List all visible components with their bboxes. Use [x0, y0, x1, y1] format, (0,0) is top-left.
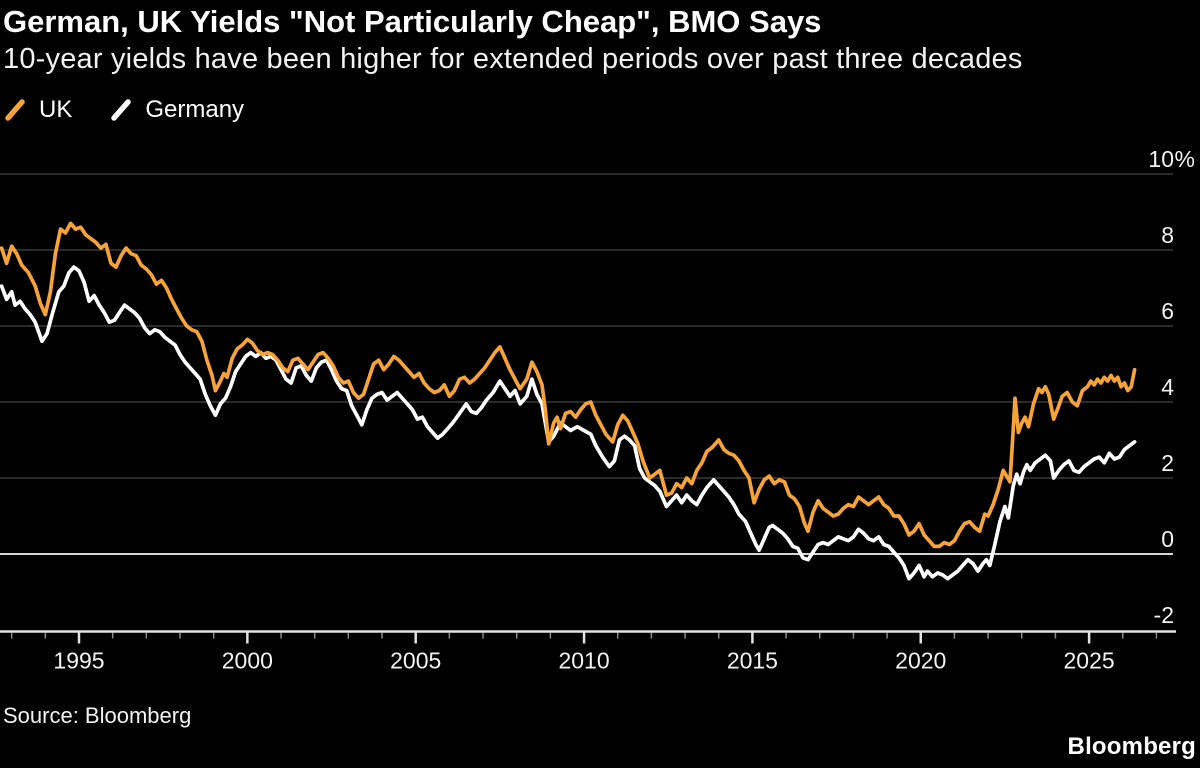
x-axis-label: 1995 — [53, 648, 104, 674]
x-axis-label: 2000 — [222, 648, 273, 674]
uk-series-slash-icon — [5, 99, 25, 121]
chart-subtitle: 10-year yields have been higher for exte… — [3, 43, 1023, 75]
legend-item-uk: UK — [4, 96, 72, 124]
legend: UK Germany — [4, 96, 244, 124]
bloomberg-logo: Bloomberg — [1067, 733, 1196, 760]
x-axis-label: 2025 — [1064, 648, 1115, 674]
y-axis-label: 0 — [1161, 526, 1174, 552]
y-axis-unit-suffix: % — [1175, 146, 1195, 172]
y-axis-label: 6 — [1161, 298, 1174, 324]
legend-label-germany: Germany — [145, 96, 245, 123]
y-axis-label: 10 — [1148, 146, 1174, 172]
series-line-germany — [0, 265, 1137, 581]
chart-title: German, UK Yields "Not Particularly Chea… — [3, 4, 822, 39]
germany-series-slash-icon — [111, 99, 132, 121]
legend-item-germany: Germany — [110, 96, 244, 124]
y-axis-label: 2 — [1161, 450, 1174, 476]
x-axis-label: 2005 — [390, 648, 441, 674]
y-axis-label: 8 — [1161, 222, 1174, 248]
source-note: Source: Bloomberg — [3, 703, 192, 728]
x-axis-label: 2010 — [558, 648, 609, 674]
x-axis-label: 2020 — [895, 648, 946, 674]
x-axis-label: 2015 — [727, 648, 778, 674]
legend-label-uk: UK — [39, 96, 73, 123]
y-axis-label: -2 — [1154, 602, 1174, 628]
chart-plot: 10 % 8 6 4 2 0 -2 1995 2000 2005 2010 2015 2020 2025 — [0, 146, 1195, 674]
y-axis-label: 4 — [1161, 374, 1174, 400]
series-line-uk — [0, 221, 1137, 549]
